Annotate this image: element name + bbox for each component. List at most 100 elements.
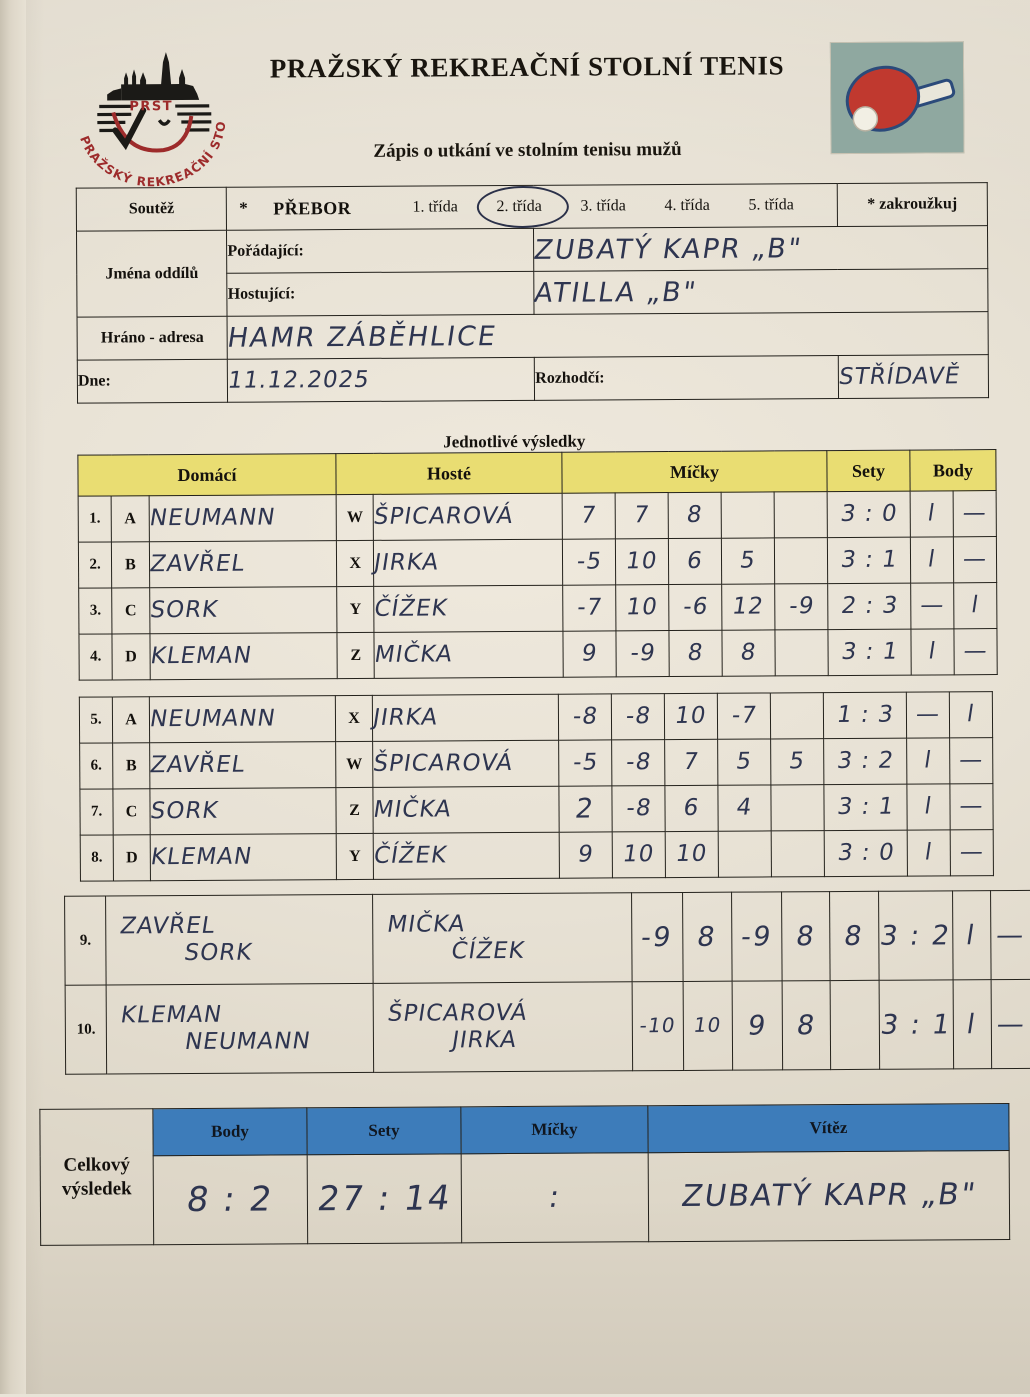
ball-score-3[interactable]: 7 <box>665 739 718 785</box>
home-player[interactable]: NEUMANN <box>149 696 335 743</box>
guest-player[interactable]: ŠPICAROVÁ <box>374 493 563 540</box>
ball-score-1[interactable]: 2 <box>559 786 612 832</box>
point-guest[interactable]: — <box>950 784 993 830</box>
ball-score-2[interactable]: 10 <box>616 585 669 631</box>
ball-score-1[interactable]: 9 <box>563 631 616 677</box>
ball-score-2[interactable]: -8 <box>612 786 665 832</box>
ball-score-3[interactable]: 8 <box>669 630 722 676</box>
point-guest[interactable]: — <box>953 537 996 583</box>
ball-score-5[interactable]: -9 <box>775 584 828 630</box>
ball-score-5[interactable] <box>771 785 824 831</box>
ball-score-1[interactable]: -7 <box>563 585 616 631</box>
home-player[interactable]: KLEMAN <box>149 633 337 680</box>
ball-score-1[interactable]: -10 <box>632 981 683 1070</box>
ball-score-5[interactable] <box>774 538 827 584</box>
ball-score-3[interactable]: 10 <box>665 831 718 877</box>
ball-score-5[interactable] <box>775 630 828 676</box>
ball-score-3[interactable]: 10 <box>664 693 717 739</box>
set-score[interactable]: 3 : 2 <box>824 738 907 785</box>
ball-score-2[interactable]: -9 <box>616 631 669 677</box>
guest-player[interactable]: ČÍŽEK <box>374 585 563 632</box>
ball-score-3[interactable]: -6 <box>669 584 722 630</box>
home-pair[interactable]: ZAVŘEL SORK <box>106 894 373 985</box>
home-player[interactable]: ZAVŘEL <box>149 541 337 588</box>
class-option-2[interactable]: 2. třída <box>477 198 561 217</box>
guest-player[interactable]: ŠPICAROVÁ <box>373 740 559 787</box>
set-score[interactable]: 3 : 1 <box>824 784 907 831</box>
ball-score-3[interactable]: -9 <box>732 892 782 981</box>
ball-score-4[interactable]: 8 <box>782 892 831 981</box>
set-score[interactable]: 3 : 1 <box>827 537 910 584</box>
field-poradajici[interactable]: ZUBATÝ KAPR „B" <box>534 226 988 272</box>
ball-score-5[interactable]: 5 <box>771 739 824 785</box>
guest-pair[interactable]: MIČKA ČÍŽEK <box>372 893 632 984</box>
ball-score-2[interactable]: 10 <box>683 981 733 1070</box>
ball-score-1[interactable]: -5 <box>562 539 615 585</box>
guest-player[interactable]: MIČKA <box>373 786 559 833</box>
total-vitez-value-cell[interactable]: ZUBATÝ KAPR „B" <box>648 1150 1010 1241</box>
class-option-1[interactable]: 1. třída <box>393 198 477 217</box>
total-micky-value-cell[interactable]: : <box>461 1153 649 1243</box>
point-home[interactable]: l <box>953 980 992 1069</box>
point-home[interactable]: l <box>910 537 953 583</box>
set-score[interactable]: 3 : 0 <box>827 491 910 538</box>
home-player[interactable]: NEUMANN <box>149 495 337 542</box>
total-body-value-cell[interactable]: 8 : 2 <box>153 1155 308 1245</box>
ball-score-3[interactable]: 6 <box>665 785 718 831</box>
point-guest[interactable]: — <box>950 830 993 876</box>
ball-score-2[interactable]: 8 <box>682 892 732 981</box>
point-guest[interactable]: — <box>950 738 993 784</box>
class-selector[interactable]: * PŘEBOR 1. třída 2. třída 3. třída 4. t… <box>227 184 838 231</box>
home-player[interactable]: ZAVŘEL <box>150 742 336 789</box>
ball-score-2[interactable]: 7 <box>615 493 668 539</box>
point-home[interactable]: l <box>911 629 954 675</box>
ball-score-4[interactable]: 4 <box>718 785 771 831</box>
ball-score-4[interactable]: 5 <box>721 538 774 584</box>
home-player[interactable]: SORK <box>149 587 337 634</box>
guest-player[interactable]: JIRKA <box>372 694 558 741</box>
class-option-5[interactable]: 5. třída <box>729 196 813 215</box>
ball-score-5[interactable] <box>830 980 879 1069</box>
point-home[interactable]: l <box>907 830 950 876</box>
point-home[interactable]: l <box>907 738 950 784</box>
guest-player[interactable]: ČÍŽEK <box>373 832 559 879</box>
ball-score-3[interactable]: 9 <box>732 981 782 1070</box>
point-home[interactable]: l <box>910 491 953 537</box>
set-score[interactable]: 3 : 2 <box>878 891 952 980</box>
field-dne[interactable]: 11.12.2025 <box>228 357 535 402</box>
point-home[interactable]: — <box>911 583 954 629</box>
ball-score-1[interactable]: -9 <box>632 892 683 981</box>
ball-score-1[interactable]: -5 <box>559 740 612 786</box>
point-home[interactable]: — <box>906 692 949 738</box>
ball-score-4[interactable] <box>721 492 774 538</box>
set-score[interactable]: 3 : 0 <box>824 830 907 877</box>
home-player[interactable]: SORK <box>150 788 336 835</box>
ball-score-5[interactable] <box>771 831 824 877</box>
ball-score-1[interactable]: -8 <box>558 694 611 740</box>
ball-score-4[interactable]: 8 <box>722 630 775 676</box>
home-player[interactable]: KLEMAN <box>150 834 336 881</box>
ball-score-4[interactable]: 5 <box>718 739 771 785</box>
ball-score-4[interactable]: -7 <box>717 693 770 739</box>
set-score[interactable]: 3 : 1 <box>879 980 953 1069</box>
ball-score-2[interactable]: 10 <box>615 539 668 585</box>
point-guest[interactable]: — <box>990 890 1030 979</box>
ball-score-2[interactable]: -8 <box>611 694 664 740</box>
field-hostujici[interactable]: ATILLA „B" <box>534 269 988 315</box>
class-option-3[interactable]: 3. třída <box>561 197 645 216</box>
ball-score-1[interactable]: 7 <box>562 493 615 539</box>
ball-score-1[interactable]: 9 <box>559 832 612 878</box>
guest-player[interactable]: JIRKA <box>374 539 563 586</box>
point-guest[interactable]: l <box>954 583 997 629</box>
point-guest[interactable]: l <box>949 692 992 738</box>
ball-score-2[interactable]: 10 <box>612 832 665 878</box>
point-guest[interactable]: — <box>954 629 997 675</box>
set-score[interactable]: 2 : 3 <box>828 583 911 630</box>
ball-score-4[interactable]: 8 <box>782 981 831 1070</box>
ball-score-4[interactable] <box>718 831 771 877</box>
ball-score-5[interactable] <box>774 492 827 538</box>
field-rozhodci[interactable]: STŘÍDAVĚ <box>838 355 989 399</box>
class-option-4[interactable]: 4. třída <box>645 197 729 216</box>
point-guest[interactable]: — <box>953 491 996 537</box>
ball-score-5[interactable]: 8 <box>830 891 879 980</box>
